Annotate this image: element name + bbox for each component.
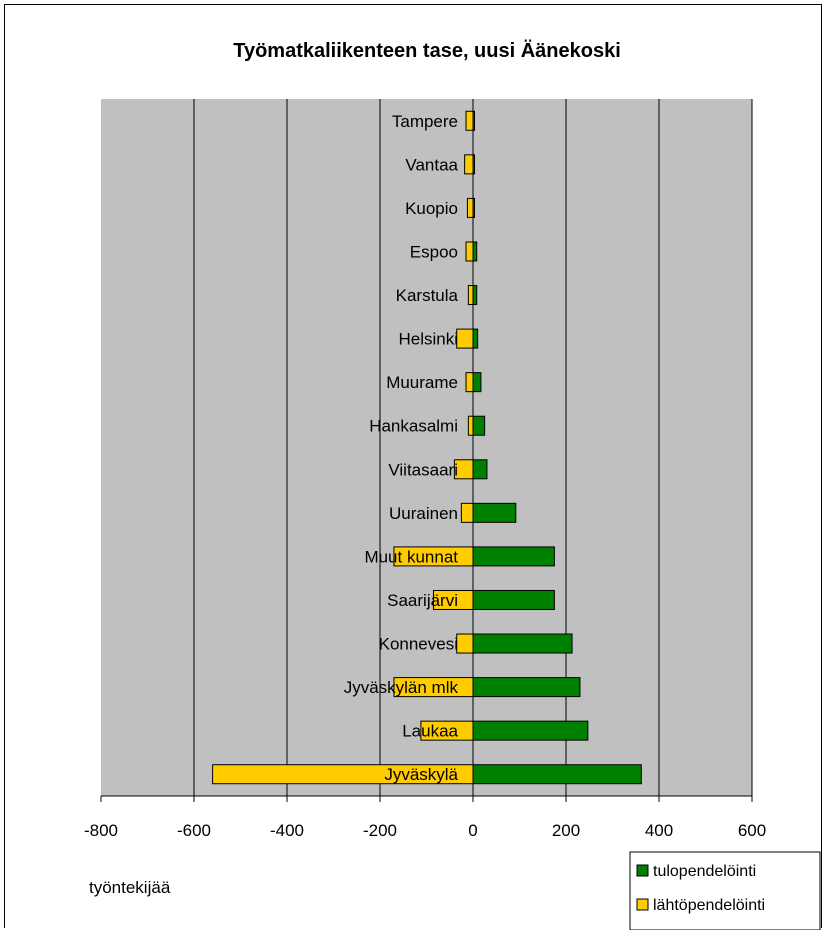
bar-tulo xyxy=(472,459,488,480)
bar-tulo xyxy=(472,372,482,393)
bar-lahto xyxy=(212,764,474,785)
category-label: Jyväskylän mlk xyxy=(344,678,459,697)
bar-lahto xyxy=(467,285,474,306)
category-label: Kuopio xyxy=(405,199,458,218)
category-label: Konnevesi xyxy=(379,635,458,654)
bar-lahto xyxy=(467,415,474,436)
bar-tulo xyxy=(472,241,478,262)
bar-lahto xyxy=(393,677,474,698)
bar-tulo xyxy=(472,502,517,523)
bar-lahto xyxy=(393,546,474,567)
x-tick-label: -800 xyxy=(84,821,118,840)
legend: tulopendelöinti lähtöpendelöinti xyxy=(629,851,821,930)
category-label: Muurame xyxy=(386,373,458,392)
category-label: Karstula xyxy=(396,286,459,305)
category-label: Helsinki xyxy=(398,330,458,349)
category-label: Saarijärvi xyxy=(387,591,458,610)
bar-lahto xyxy=(456,328,474,349)
bar-lahto xyxy=(466,197,474,218)
bar-tulo xyxy=(472,546,555,567)
bar-tulo xyxy=(472,589,555,610)
bar-tulo xyxy=(472,677,581,698)
bar-tulo xyxy=(472,764,642,785)
x-axis-unit-label: työntekijää xyxy=(89,878,171,897)
category-label: Vantaa xyxy=(405,155,458,174)
bar-lahto xyxy=(465,372,474,393)
bar-tulo xyxy=(472,285,478,306)
legend-box xyxy=(629,851,821,930)
category-label: Uurainen xyxy=(389,504,458,523)
legend-swatch xyxy=(636,864,649,877)
bar-lahto xyxy=(432,589,474,610)
chart-title: Työmatkaliikenteen tase, uusi Äänekoski xyxy=(233,39,621,62)
category-label: Tampere xyxy=(392,112,458,131)
bar-tulo xyxy=(472,633,573,654)
bar-lahto xyxy=(464,154,474,175)
x-tick-label: 600 xyxy=(738,821,766,840)
x-tick-label: 0 xyxy=(468,821,477,840)
x-tick-label: -200 xyxy=(363,821,397,840)
category-label: Jyväskylä xyxy=(384,765,458,784)
bar-lahto xyxy=(460,502,474,523)
x-tick-label: -400 xyxy=(270,821,304,840)
bar-tulo xyxy=(472,415,486,436)
x-tick-label: -600 xyxy=(177,821,211,840)
bar-lahto xyxy=(465,110,474,131)
bar-lahto xyxy=(420,720,474,741)
category-label: Espoo xyxy=(410,242,458,261)
bar-tulo xyxy=(472,328,479,349)
category-label: Muut kunnat xyxy=(364,547,458,566)
x-tick-label: 400 xyxy=(645,821,673,840)
bar-lahto xyxy=(453,459,474,480)
bar-lahto xyxy=(456,633,474,654)
x-tick-label: 200 xyxy=(552,821,580,840)
legend-label: tulopendelöinti xyxy=(653,863,756,880)
category-label: Viitasaari xyxy=(388,460,458,479)
legend-label: lähtöpendelöinti xyxy=(653,897,765,914)
category-label: Hankasalmi xyxy=(369,417,458,436)
bar-lahto xyxy=(465,241,474,262)
bar-tulo xyxy=(472,720,589,741)
legend-swatch xyxy=(636,898,649,911)
category-label: Laukaa xyxy=(402,722,458,741)
